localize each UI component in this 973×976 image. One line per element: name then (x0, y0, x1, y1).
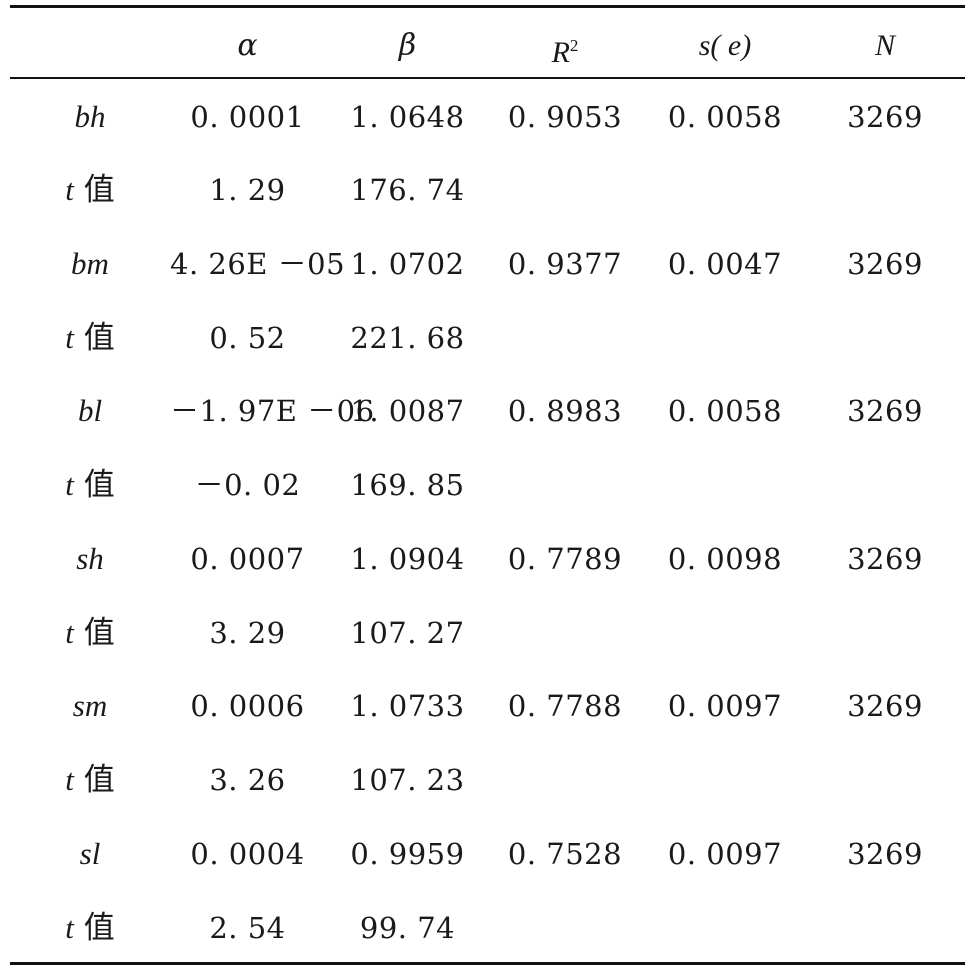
cell-std-error: 0. 0097 (667, 837, 783, 871)
cell-alpha: 0. 0001 (190, 100, 305, 134)
row-label: sl (79, 836, 101, 871)
row-label-t-value: t 值 (50, 613, 130, 653)
cell-alpha-t: 3. 29 (209, 616, 286, 650)
cell-alpha: 4. 26E －05 (170, 247, 346, 281)
table-header-rule (10, 77, 965, 79)
cell-alpha-t: 3. 26 (209, 763, 286, 797)
cell-std-error: 0. 0058 (667, 394, 783, 428)
value-char: 值 (83, 320, 115, 356)
cell-std-error: 0. 0047 (667, 247, 783, 281)
row-label: sh (76, 541, 104, 576)
cell-alpha: －1. 97E －06 (170, 394, 375, 428)
table-row: t 值 －0. 02 169. 85 (10, 465, 965, 505)
value-char: 值 (83, 467, 115, 503)
cell-alpha-t: 0. 52 (209, 321, 286, 355)
value-char: 值 (83, 172, 115, 208)
cell-beta: 1. 0733 (350, 689, 465, 723)
table-row: bh 0. 0001 1. 0648 0. 9053 0. 0058 3269 (10, 97, 965, 137)
table-row: sl 0. 0004 0. 9959 0. 7528 0. 0097 3269 (10, 834, 965, 874)
row-label: sm (72, 688, 108, 723)
table-row: sh 0. 0007 1. 0904 0. 7789 0. 0098 3269 (10, 539, 965, 579)
cell-beta-t: 107. 23 (350, 763, 465, 797)
cell-beta-t: 169. 85 (350, 468, 465, 502)
table-row: t 值 2. 54 99. 74 (10, 908, 965, 948)
cell-n: 3269 (847, 100, 923, 134)
t-symbol: t (65, 172, 74, 207)
header-r-squared: R2 (495, 26, 635, 69)
cell-beta: 1. 0648 (350, 100, 465, 134)
t-symbol: t (65, 910, 74, 945)
cell-beta-t: 221. 68 (350, 321, 465, 355)
t-symbol: t (65, 320, 74, 355)
value-char: 值 (83, 910, 115, 946)
cell-r-squared: 0. 7528 (507, 837, 623, 871)
table-row: t 值 3. 29 107. 27 (10, 613, 965, 653)
cell-r-squared: 0. 7789 (507, 542, 623, 576)
t-symbol: t (65, 615, 74, 650)
cell-beta: 1. 0904 (350, 542, 465, 576)
cell-alpha-t: 2. 54 (209, 911, 286, 945)
cell-n: 3269 (847, 689, 923, 723)
row-label-t-value: t 值 (50, 908, 130, 948)
cell-beta: 1. 0702 (350, 247, 465, 281)
cell-r-squared: 0. 8983 (507, 394, 623, 428)
cell-r-squared: 0. 9377 (507, 247, 623, 281)
r-squared-superscript: 2 (569, 36, 579, 55)
row-label-t-value: t 值 (50, 170, 130, 210)
cell-alpha: 0. 0004 (190, 837, 305, 871)
cell-beta-t: 176. 74 (350, 173, 465, 207)
cell-beta: 1. 0087 (350, 394, 465, 428)
cell-n: 3269 (847, 542, 923, 576)
cell-beta-t: 107. 27 (350, 616, 465, 650)
header-std-error: s( e) (698, 29, 752, 62)
cell-n: 3269 (847, 837, 923, 871)
row-label: bh (74, 99, 106, 134)
cell-std-error: 0. 0098 (667, 542, 783, 576)
t-symbol: t (65, 762, 74, 797)
cell-beta: 0. 9959 (350, 837, 465, 871)
table-row: t 值 3. 26 107. 23 (10, 760, 965, 800)
cell-std-error: 0. 0097 (667, 689, 783, 723)
row-label-t-value: t 值 (50, 465, 130, 505)
header-n: N (874, 29, 895, 62)
table-row: t 值 1. 29 176. 74 (10, 170, 965, 210)
cell-alpha: 0. 0007 (190, 542, 305, 576)
row-label: bm (71, 246, 109, 281)
cell-beta-t: 99. 74 (359, 911, 456, 945)
r-squared-base: R (551, 36, 570, 69)
cell-alpha-t: 1. 29 (209, 173, 286, 207)
cell-std-error: 0. 0058 (667, 100, 783, 134)
header-beta: β (398, 28, 417, 63)
cell-r-squared: 0. 9053 (507, 100, 623, 134)
cell-n: 3269 (847, 247, 923, 281)
table-row: bm 4. 26E －05 1. 0702 0. 9377 0. 0047 32… (10, 244, 965, 284)
cell-r-squared: 0. 7788 (507, 689, 623, 723)
t-symbol: t (65, 467, 74, 502)
row-label-t-value: t 值 (50, 318, 130, 358)
cell-alpha: 0. 0006 (190, 689, 305, 723)
header-alpha: α (237, 28, 258, 63)
row-label-t-value: t 值 (50, 760, 130, 800)
cell-n: 3269 (847, 394, 923, 428)
table-row: t 值 0. 52 221. 68 (10, 318, 965, 358)
table-row: bl －1. 97E －06 1. 0087 0. 8983 0. 0058 3… (10, 391, 965, 431)
value-char: 值 (83, 615, 115, 651)
table-bottom-rule (10, 962, 965, 965)
value-char: 值 (83, 762, 115, 798)
table-top-rule (10, 5, 965, 8)
cell-alpha-t: －0. 02 (194, 468, 301, 502)
table-header-row: α β R2 s( e) N (10, 26, 965, 69)
row-label: bl (77, 393, 103, 428)
header-row-label (50, 26, 130, 66)
table-row: sm 0. 0006 1. 0733 0. 7788 0. 0097 3269 (10, 686, 965, 726)
